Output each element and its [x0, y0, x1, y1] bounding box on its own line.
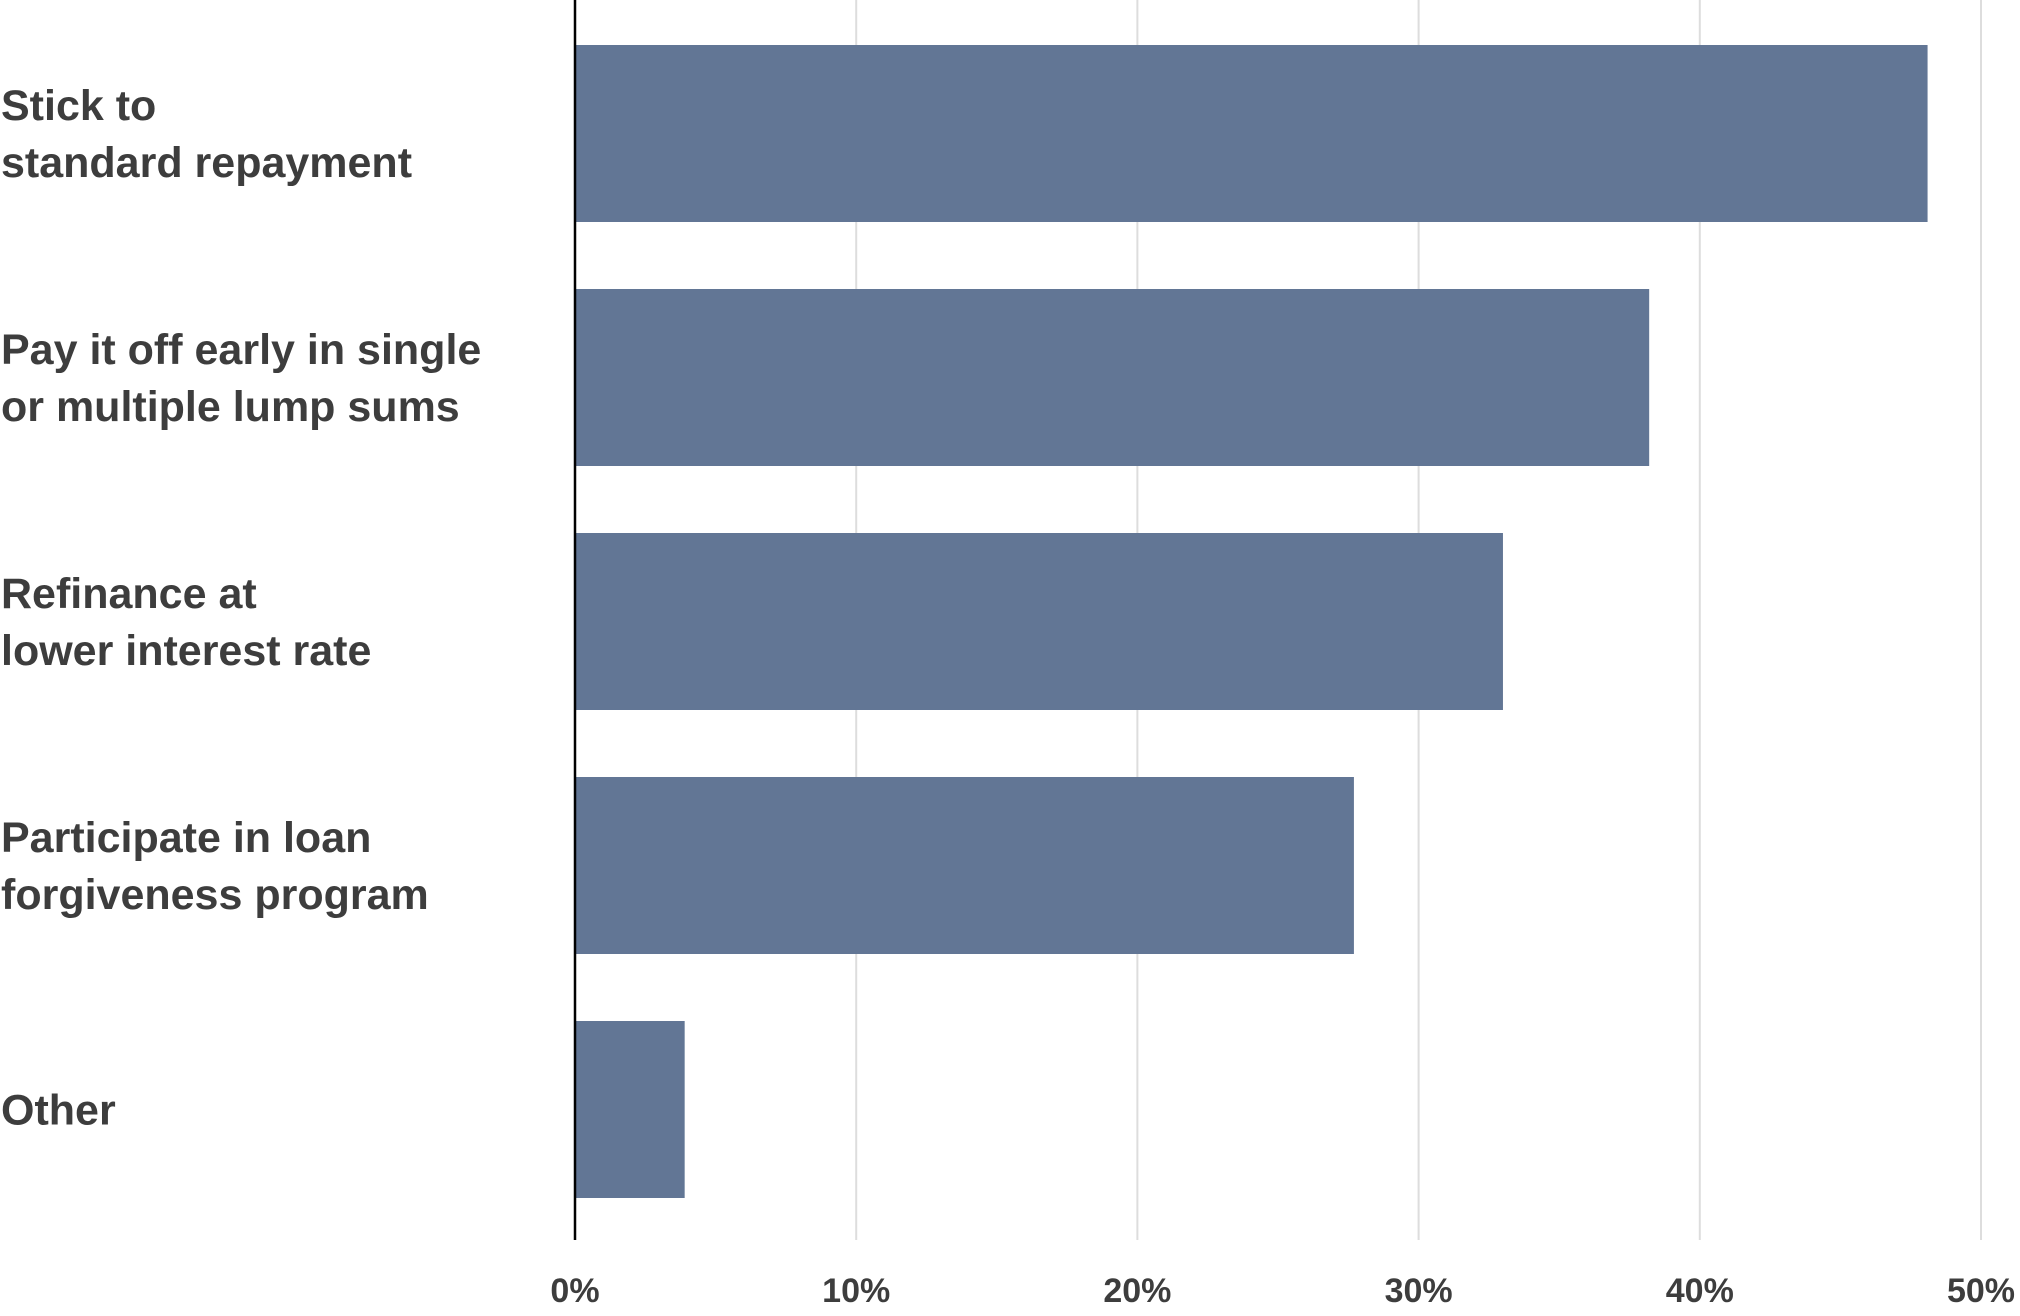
category-label-1: Stick to standard repayment: [1, 82, 412, 187]
x-tick-label-50: 50%: [1947, 1272, 2015, 1310]
x-tick-label-0: 0%: [550, 1272, 599, 1310]
category-labels: Stick to standard repayment Pay it off ear…: [1, 82, 481, 1135]
x-tick-label-30: 30%: [1385, 1272, 1453, 1310]
x-tick-label-10: 10%: [822, 1272, 890, 1310]
bar-5: [575, 1021, 685, 1198]
bar-4: [575, 777, 1354, 954]
bars: [575, 45, 1928, 1198]
category-label-3: Refinance at lower interest rate: [1, 570, 371, 675]
category-label-4: Participate in loan forgiveness program: [1, 814, 429, 919]
bar-3: [575, 533, 1503, 710]
bar-2: [575, 289, 1650, 466]
x-tick-label-40: 40%: [1666, 1272, 1734, 1310]
bar-1: [575, 45, 1928, 222]
category-label-5: Other: [1, 1087, 116, 1135]
category-label-2: Pay it off early in single or multiple lu…: [1, 326, 481, 431]
x-tick-label-20: 20%: [1103, 1272, 1171, 1310]
x-tick-labels: 0% 10% 20% 30% 40% 50%: [550, 1272, 2015, 1310]
